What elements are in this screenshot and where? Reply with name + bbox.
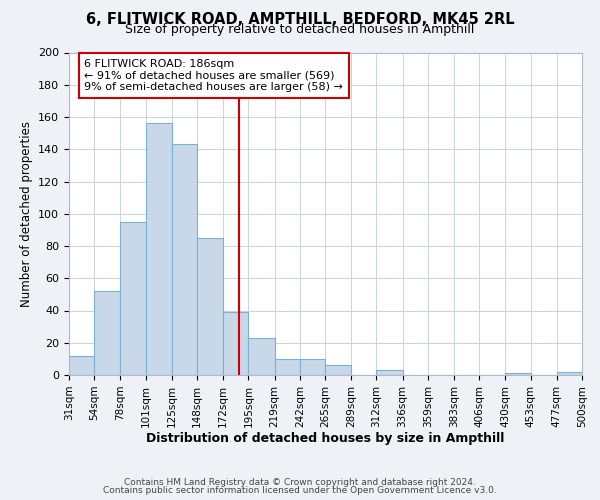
Bar xyxy=(223,312,248,375)
Bar xyxy=(69,356,94,375)
Text: Contains public sector information licensed under the Open Government Licence v3: Contains public sector information licen… xyxy=(103,486,497,495)
Bar xyxy=(300,359,325,375)
Bar xyxy=(197,238,223,375)
Bar xyxy=(376,370,403,375)
Bar xyxy=(557,372,582,375)
Y-axis label: Number of detached properties: Number of detached properties xyxy=(20,120,32,306)
Bar xyxy=(146,124,172,375)
X-axis label: Distribution of detached houses by size in Ampthill: Distribution of detached houses by size … xyxy=(146,432,505,446)
Bar xyxy=(121,222,146,375)
Bar xyxy=(325,366,351,375)
Text: Contains HM Land Registry data © Crown copyright and database right 2024.: Contains HM Land Registry data © Crown c… xyxy=(124,478,476,487)
Bar xyxy=(94,291,121,375)
Text: 6 FLITWICK ROAD: 186sqm
← 91% of detached houses are smaller (569)
9% of semi-de: 6 FLITWICK ROAD: 186sqm ← 91% of detache… xyxy=(85,59,343,92)
Text: Size of property relative to detached houses in Ampthill: Size of property relative to detached ho… xyxy=(125,22,475,36)
Bar xyxy=(505,374,530,375)
Bar xyxy=(275,359,300,375)
Bar xyxy=(248,338,275,375)
Bar xyxy=(172,144,197,375)
Text: 6, FLITWICK ROAD, AMPTHILL, BEDFORD, MK45 2RL: 6, FLITWICK ROAD, AMPTHILL, BEDFORD, MK4… xyxy=(86,12,514,28)
